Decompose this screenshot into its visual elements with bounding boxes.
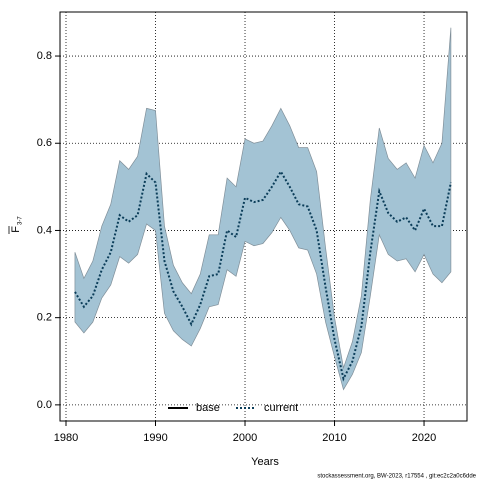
y-axis-label-sub: 3-7 — [18, 216, 24, 225]
y-tick-label: 0.4 — [37, 224, 52, 236]
y-tick-label: 0.8 — [37, 50, 52, 62]
confidence-band — [74, 27, 452, 391]
legend-label: current — [264, 402, 298, 414]
x-tick-label: 1980 — [54, 432, 78, 444]
x-tick-label: 2020 — [412, 432, 436, 444]
y-axis-label: F — [10, 226, 22, 233]
plot-frame — [59, 11, 468, 422]
x-tick-label: 1990 — [143, 432, 167, 444]
y-tick-label: 0.0 — [37, 399, 52, 411]
x-axis-label: Years — [251, 456, 279, 468]
y-axis-label-group: F 3-7 — [8, 216, 24, 234]
series-line — [74, 169, 452, 382]
footnote: stockassessment.org, BW-2023, r17554 , g… — [317, 474, 476, 480]
y-tick-label: 0.6 — [37, 137, 52, 149]
legend-label: base — [196, 402, 220, 414]
x-tick-label: 2000 — [233, 432, 257, 444]
x-tick-label: 2010 — [322, 432, 346, 444]
y-tick-label: 0.2 — [37, 312, 52, 324]
